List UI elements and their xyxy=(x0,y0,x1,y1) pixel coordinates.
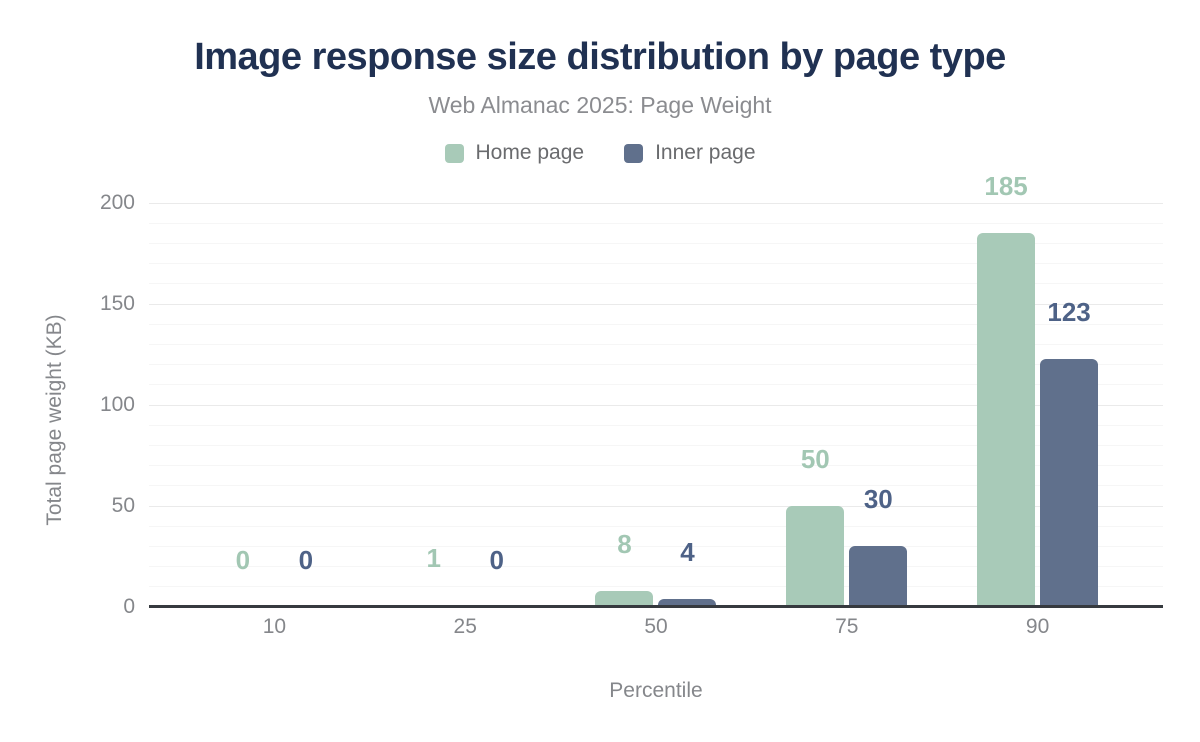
category-groups: 0 0 1 0 8 4 50 30 185 123 xyxy=(149,173,1163,607)
gridline-major-100 xyxy=(149,404,1163,406)
bar-home-page-p75[interactable] xyxy=(786,506,845,607)
bar-value-label-inner-page-p25: 0 xyxy=(489,545,504,575)
gridline-minor-180 xyxy=(149,242,1163,244)
gridline-minor-190 xyxy=(149,222,1163,224)
gridline-minor-160 xyxy=(149,283,1163,285)
y-tick-label-150: 150 xyxy=(99,292,135,315)
x-axis-line xyxy=(149,605,1163,608)
bar-value-label-inner-page-p75: 30 xyxy=(863,484,893,514)
bar-value-label-home-page-p75: 50 xyxy=(800,444,830,474)
gridline-minor-80 xyxy=(149,444,1163,446)
legend-swatch-home-page-icon xyxy=(444,143,464,163)
bar-column-home-page-p10: 0 xyxy=(214,547,272,607)
y-tick-label-50: 50 xyxy=(111,494,135,517)
x-tick-label-50: 50 xyxy=(644,615,668,638)
bar-column-inner-page-p50: 4 xyxy=(658,537,717,607)
legend-item-home-page[interactable]: Home page xyxy=(444,141,585,165)
gridline-minor-30 xyxy=(149,545,1163,547)
bar-column-home-page-p25: 1 xyxy=(404,543,463,607)
y-axis-tick-labels: 0 50 100 150 200 xyxy=(0,192,135,618)
bar-value-label-inner-page-p10: 0 xyxy=(298,545,314,575)
gridline-minor-60 xyxy=(149,485,1163,487)
y-tick-label-0: 0 xyxy=(123,595,135,618)
bar-value-label-home-page-p50: 8 xyxy=(617,529,632,559)
y-tick-label-200: 200 xyxy=(99,191,135,214)
bar-value-label-home-page-p25: 1 xyxy=(426,543,441,573)
bar-pair-p75: 50 30 xyxy=(751,446,942,607)
category-p90: 185 123 xyxy=(942,173,1133,607)
plot-area: 0 0 1 0 8 4 50 30 185 123 xyxy=(149,173,1163,608)
x-tick-label-90: 90 xyxy=(1025,615,1050,638)
bar-inner-page-p90[interactable] xyxy=(1040,359,1099,607)
bar-inner-page-p75[interactable] xyxy=(849,546,908,607)
x-tick-label-75: 75 xyxy=(835,615,859,638)
gridline-minor-10 xyxy=(149,586,1163,588)
gridline-minor-170 xyxy=(149,263,1163,265)
category-p75: 50 30 xyxy=(751,203,942,607)
gridline-minor-120 xyxy=(149,364,1163,366)
gridline-minor-90 xyxy=(149,424,1163,426)
gridline-minor-20 xyxy=(149,566,1163,568)
x-tick-label-25: 25 xyxy=(453,615,477,638)
x-tick-label-10: 10 xyxy=(262,615,287,638)
gridline-minor-140 xyxy=(149,323,1163,325)
legend-item-inner-page[interactable]: Inner page xyxy=(624,141,756,165)
legend: Home page Inner page xyxy=(0,141,1200,165)
bar-column-inner-page-p10: 0 xyxy=(277,547,335,607)
gridline-minor-110 xyxy=(149,384,1163,386)
gridline-minor-70 xyxy=(149,465,1163,467)
gridline-minor-130 xyxy=(149,343,1163,345)
gridline-major-50 xyxy=(149,505,1163,507)
bar-pair-p90: 185 123 xyxy=(942,173,1133,607)
bar-home-page-p50[interactable] xyxy=(595,591,654,607)
x-axis-title: Percentile xyxy=(609,679,703,702)
bar-column-inner-page-p75: 30 xyxy=(849,484,908,607)
x-axis-tick-labels: 10 25 50 75 90 xyxy=(149,615,1163,639)
gridline-major-200 xyxy=(149,202,1163,204)
bar-column-home-page-p90: 185 xyxy=(977,171,1036,607)
chart-subtitle: Web Almanac 2025: Page Weight xyxy=(428,92,772,118)
bar-value-label-inner-page-p90: 123 xyxy=(1047,297,1091,327)
y-tick-label-100: 100 xyxy=(99,393,135,416)
legend-label: Inner page xyxy=(655,141,756,164)
legend-label: Home page xyxy=(475,141,585,164)
bar-column-inner-page-p90: 123 xyxy=(1040,297,1099,607)
bar-value-label-inner-page-p50: 4 xyxy=(680,537,695,567)
gridline-major-150 xyxy=(149,303,1163,305)
bar-column-inner-page-p25: 0 xyxy=(468,547,526,607)
legend-swatch-inner-page-icon xyxy=(624,143,644,163)
bar-column-home-page-p50: 8 xyxy=(595,529,654,607)
bar-inner-page-p50[interactable] xyxy=(658,599,717,607)
gridline-minor-40 xyxy=(149,525,1163,527)
bar-column-home-page-p75: 50 xyxy=(786,444,845,607)
chart-title: Image response size distribution by page… xyxy=(194,36,1006,78)
bar-value-label-home-page-p90: 185 xyxy=(984,171,1028,201)
bar-home-page-p90[interactable] xyxy=(977,233,1036,607)
bar-value-label-home-page-p10: 0 xyxy=(235,545,251,575)
